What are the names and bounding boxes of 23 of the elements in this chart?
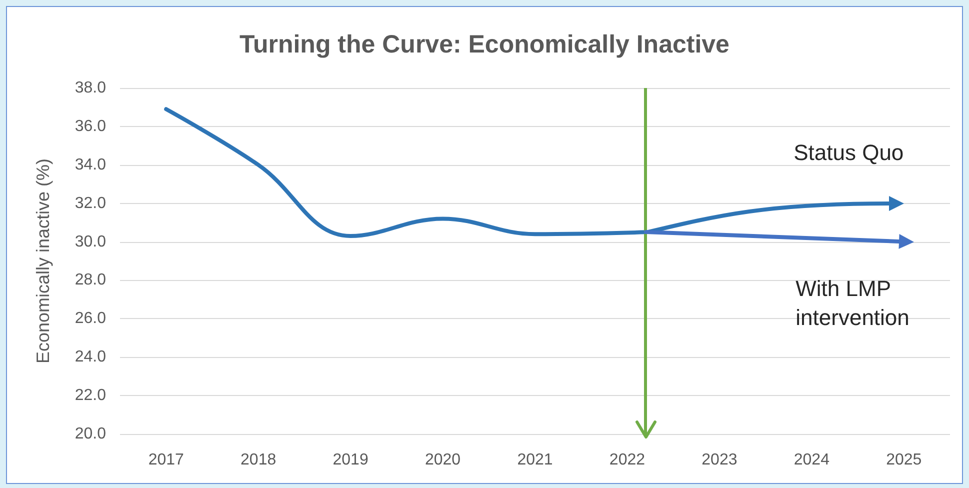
x-tick-label: 2022 [609,452,646,468]
y-tick-label: 38.0 [74,80,106,96]
y-tick-label: 36.0 [74,118,106,135]
x-tick-label: 2021 [517,452,553,468]
y-axis-title: Economically inactive (%) [33,158,53,364]
x-tick-label: 2024 [794,452,830,468]
y-tick-label: 22.0 [74,387,106,404]
y-tick-label: 30.0 [74,233,106,250]
annotation: With LMP intervention [796,275,910,332]
chart-title: Turning the Curve: Economically Inactive [240,30,730,58]
x-tick-label: 2017 [148,452,184,468]
y-tick-label: 26.0 [74,310,106,328]
x-tick-label: 2019 [332,452,368,468]
x-tick-label: 2020 [424,452,461,468]
y-tick-label: 28.0 [74,272,106,289]
y-tick-label: 34.0 [74,156,106,174]
x-tick-label: 2025 [886,452,922,468]
y-tick-label: 24.0 [74,348,106,366]
annotation: Status Quo [794,139,904,168]
y-tick-label: 32.0 [74,194,106,212]
x-tick-label: 2018 [240,452,276,468]
y-tick-label: 20.0 [74,426,106,442]
x-tick-label: 2023 [702,452,738,468]
